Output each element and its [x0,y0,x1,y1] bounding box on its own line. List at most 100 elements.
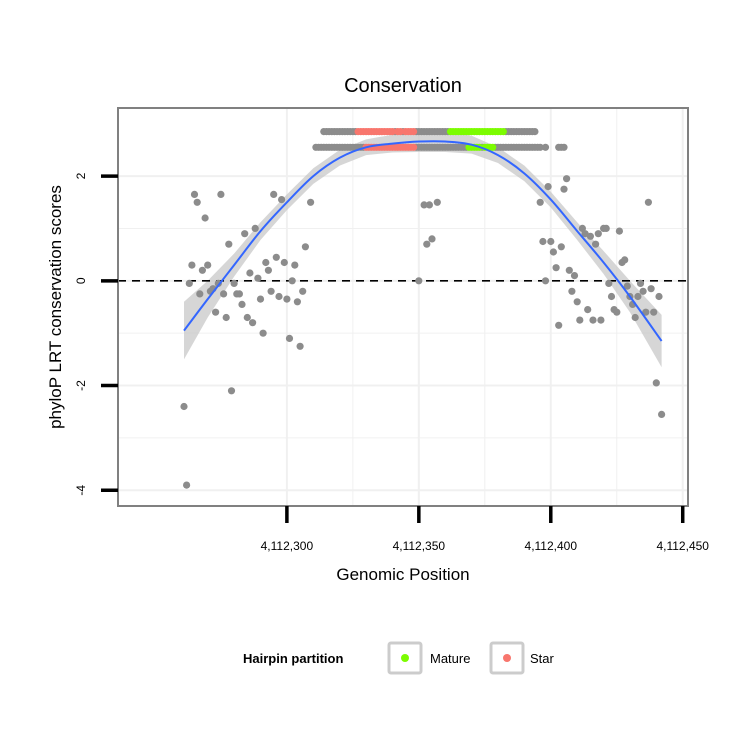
data-point-other [536,143,544,151]
data-point-other [652,379,660,387]
data-point-other [576,316,584,324]
data-point-other [644,198,653,206]
data-point-other [639,287,647,295]
data-point-other [288,277,296,285]
data-point-other [560,143,568,151]
data-point-other [578,224,587,232]
data-point-other [555,321,563,329]
data-point-other [238,300,246,308]
data-point-other [650,308,658,316]
data-point-other [570,272,579,280]
data-point-other [544,183,552,191]
data-point-other [251,224,259,232]
data-point-other [227,387,236,395]
data-point-other [563,175,571,183]
x-axis: 4,112,300 4,112,350 4,112,400 4,112,450 [261,506,709,553]
data-point-other [201,214,209,222]
data-point-other [552,264,560,272]
data-point-other [531,128,539,136]
data-point-other [647,285,655,293]
data-point-other [642,308,650,316]
data-point-other [631,313,639,322]
data-point-other [254,274,262,282]
data-point-other [658,410,666,418]
data-point-other [278,196,286,204]
data-point-other [433,198,441,206]
data-point-other [655,292,663,301]
data-point-other [291,261,299,269]
data-point-other [539,237,547,246]
data-point-other [415,277,423,285]
x-tick-label: 4,112,350 [393,539,446,553]
data-point-other [193,198,201,206]
data-point-other [259,329,267,337]
y-tick-label: -4 [74,485,88,496]
data-point-other [615,227,624,235]
data-point-other [586,232,595,240]
data-point-other [183,481,191,489]
y-axis: 2 0 -2 -4 [74,172,118,496]
data-point-other [613,308,621,316]
data-point-other [230,279,238,287]
data-point-other [602,224,610,232]
legend-item-star: Star [489,641,555,675]
data-point-other [267,287,275,295]
data-point-other [541,277,550,285]
data-point-other [217,190,225,198]
data-point-other [549,248,558,256]
data-point-other [594,230,602,238]
data-point-other [246,269,254,277]
data-point-other [307,198,315,206]
data-point-other [301,243,309,251]
y-tick-label: -2 [74,380,88,391]
data-point-other [560,185,568,193]
panel-border [117,107,689,507]
data-point-other [425,201,433,209]
data-point-other [589,316,597,324]
data-point-other [547,237,555,246]
data-point-other [536,198,544,206]
data-point-other [541,143,550,151]
data-point-other [423,240,431,248]
legend: Hairpin partition Mature Star [243,641,555,675]
data-point-other [299,287,307,295]
data-point-other [296,342,304,350]
data-point-other [607,292,616,301]
y-tick-label: 2 [74,172,88,179]
data-point-other [285,334,294,342]
data-point-other [420,201,428,209]
x-tick-label: 4,112,400 [525,539,578,553]
gridlines [118,108,688,506]
legend-swatch-mature [401,654,409,662]
data-point-other [243,313,251,322]
data-point-other [190,190,199,198]
legend-item-mature: Mature [387,641,470,675]
data-point-other [272,253,280,261]
data-point-other [185,279,193,287]
data-point-other [262,258,270,267]
data-point-other [584,306,592,314]
data-point-other [565,266,573,274]
smooth-line [183,140,663,342]
data-point-star [410,143,418,151]
data-point-other [283,295,291,303]
data-point-other [241,230,249,238]
smooth-fit [183,140,663,342]
data-point-other [256,295,265,303]
y-axis-title: phyloP LRT conservation scores [46,185,65,429]
data-point-other [225,240,233,248]
x-tick-label: 4,112,300 [261,539,314,553]
data-point-other [634,292,642,301]
data-point-other [636,279,645,287]
data-point-other [188,261,196,269]
data-point-other [180,402,188,411]
plot-panel [117,107,689,507]
data-point-star [410,128,418,136]
data-point-star [388,128,396,136]
data-point-other [280,258,288,267]
data-point-other [220,290,228,298]
data-point-other [275,292,283,301]
data-point-star [396,128,404,136]
data-point-other [573,298,581,306]
legend-label-star: Star [530,651,555,666]
